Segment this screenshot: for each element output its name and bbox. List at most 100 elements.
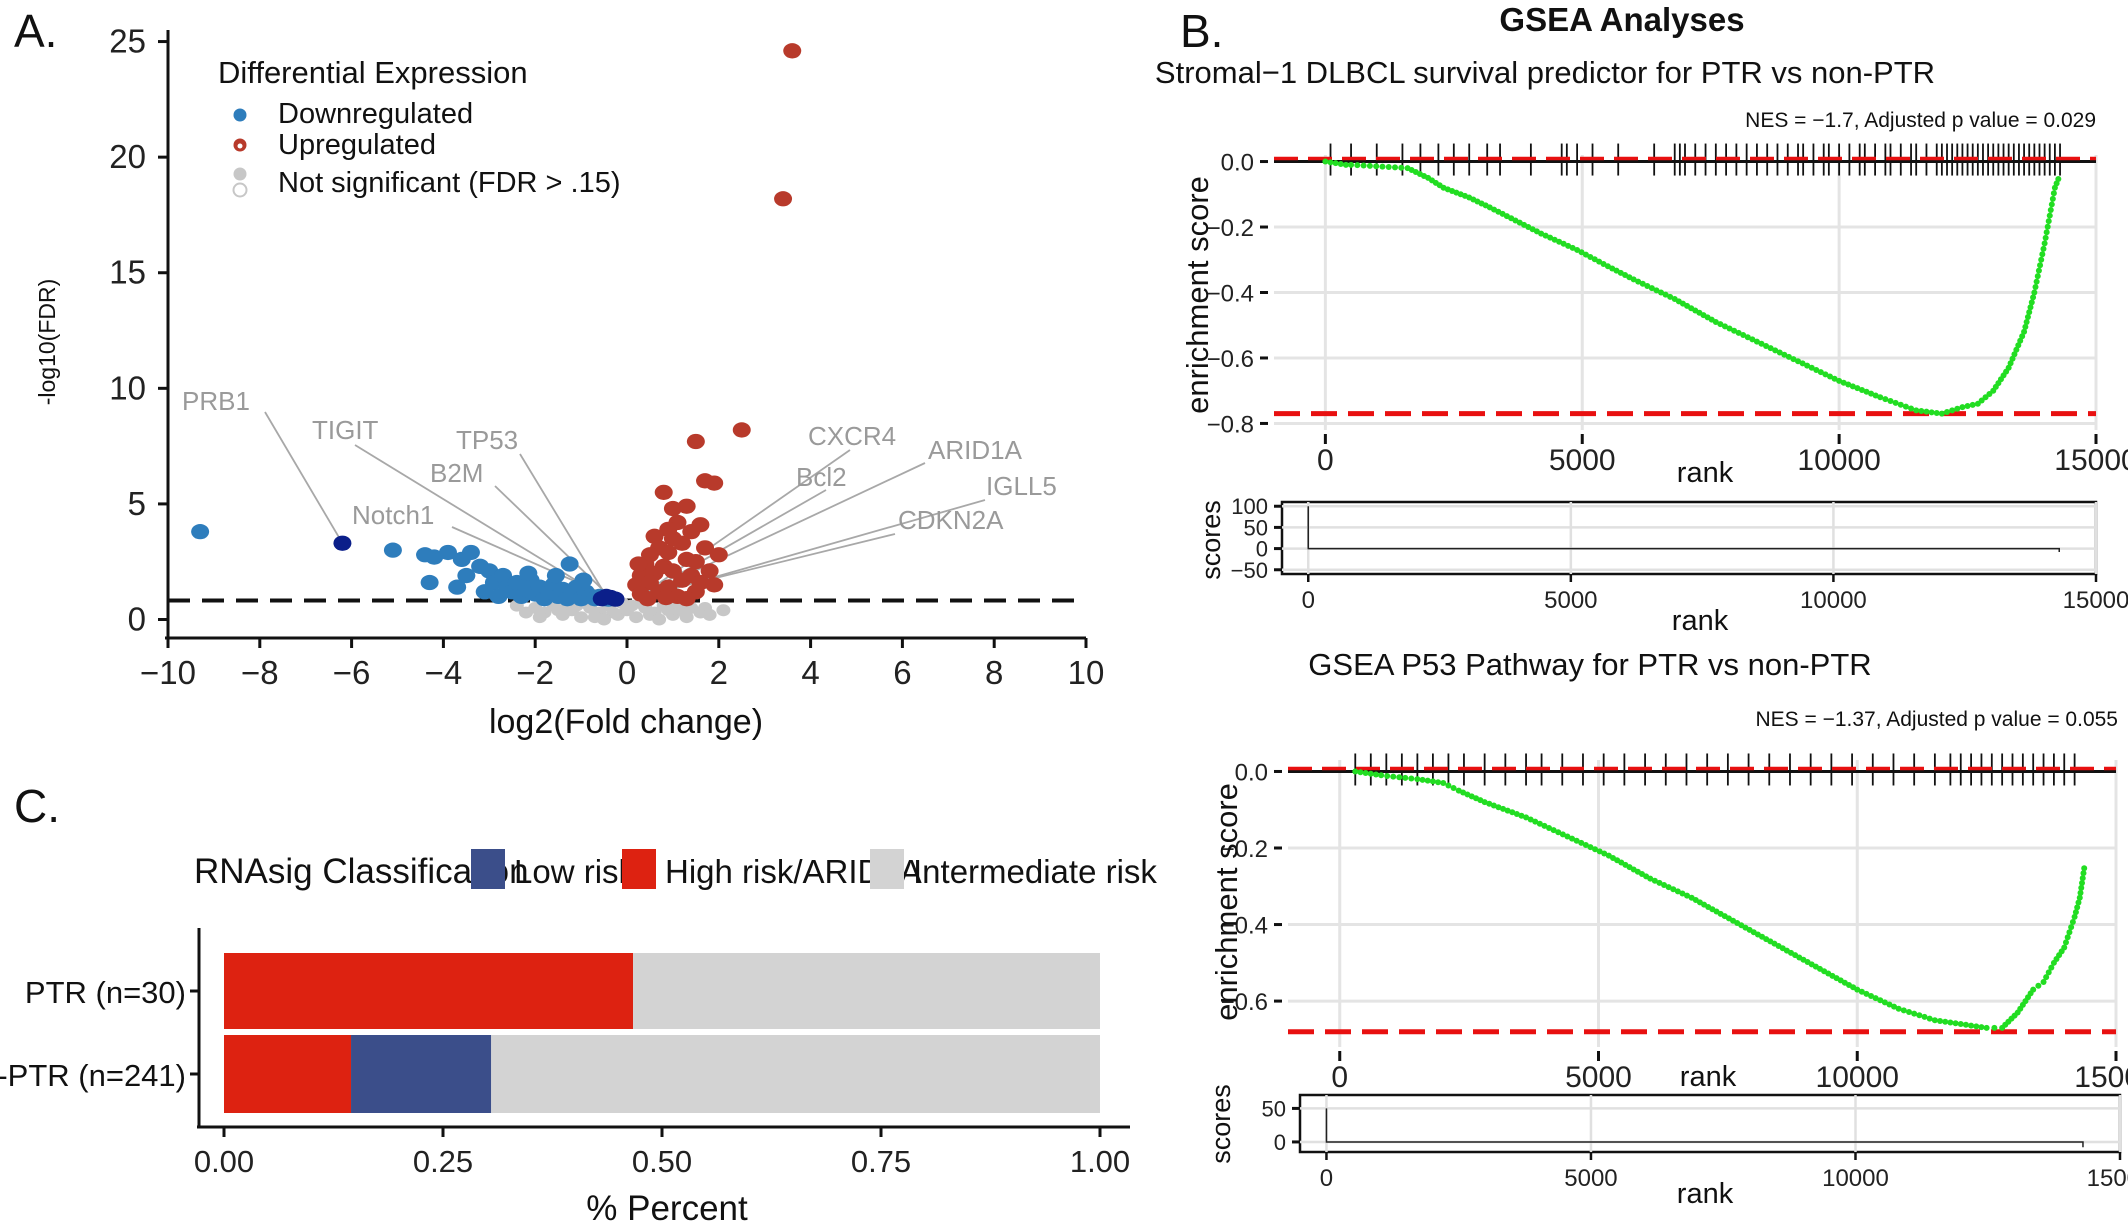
gsea1-es-point xyxy=(1938,410,1945,417)
gsea1-es-point xyxy=(2050,190,2057,197)
gsea1-x-tick-label: 10000 xyxy=(1797,444,1880,477)
volcano-point xyxy=(783,43,802,59)
gsea2-es-point xyxy=(1578,839,1585,846)
gsea1-es-point xyxy=(1795,358,1802,365)
volcano-point xyxy=(629,556,648,572)
gsea1-es-point xyxy=(1635,278,1642,285)
volcano-x-tick-label: 4 xyxy=(801,654,819,691)
gsea1-es-point xyxy=(1849,383,1856,390)
gsea2-es-point xyxy=(2071,913,2078,920)
rnasig-x-tick-label: 1.00 xyxy=(1070,1144,1130,1179)
gsea1-y-label: enrichment score xyxy=(1180,176,1215,414)
volcano-point xyxy=(774,191,793,207)
gene-label: PRB1 xyxy=(182,386,250,416)
gsea2-es-point xyxy=(1396,774,1403,781)
volcano-point xyxy=(645,528,664,544)
volcano-point xyxy=(494,567,513,584)
gsea1-scores-y-tick-label: −50 xyxy=(1231,558,1268,583)
legend-not-significant: Not significant (FDR > .15) xyxy=(278,167,620,199)
volcano-point xyxy=(191,524,210,540)
gsea1-es-point xyxy=(1817,369,1824,376)
gsea2-es-point xyxy=(2069,918,2076,925)
gsea2-es-point xyxy=(1877,997,1884,1004)
volcano-plot: −10 −8 −6 −4 −2 0 2 4 6 8 10 0 5 10 15 20 25 PRB1 TIGIT TP… xyxy=(34,23,1104,741)
gsea2-es-point xyxy=(1445,782,1452,789)
gsea1-es-point xyxy=(2044,223,2051,230)
gsea1-es-point xyxy=(2019,333,2026,340)
volcano-legend-title: Differential Expression xyxy=(218,55,528,90)
gsea2-es-point xyxy=(1947,1019,1954,1026)
volcano-point xyxy=(475,584,494,600)
gsea1-es-point xyxy=(2055,176,2062,183)
volcano-point xyxy=(532,611,547,624)
gsea2-es-point xyxy=(1378,772,1385,779)
gsea1-es-point xyxy=(2024,314,2031,321)
gsea2-es-point xyxy=(1500,805,1507,812)
gsea1-es-point xyxy=(1923,408,1930,415)
gsea2-es-point xyxy=(1357,769,1364,776)
gsea2-es-point xyxy=(1651,877,1658,884)
gsea2-es-point xyxy=(1900,1007,1907,1014)
gsea2-es-point xyxy=(1679,890,1686,897)
gsea1-es-point xyxy=(1547,234,1554,241)
gsea2-x-label: rank xyxy=(1680,1061,1737,1093)
gsea2-es-point xyxy=(1523,814,1530,821)
volcano-x-tick-label: 10 xyxy=(1068,654,1105,691)
gsea1-es-point xyxy=(1721,323,1728,330)
gsea2-es-point xyxy=(1490,802,1497,809)
gsea1-title: Stromal−1 DLBCL survival predictor for P… xyxy=(1155,55,1935,90)
rnasig-bars xyxy=(224,953,1100,1113)
gsea1-es-point xyxy=(1872,392,1879,399)
gsea1-es-point xyxy=(1354,162,1361,169)
gsea2-es-point xyxy=(1647,875,1654,882)
gsea2-es-point xyxy=(1402,774,1409,781)
gsea1-es-point xyxy=(2033,278,2040,285)
volcano-point xyxy=(383,542,402,558)
gsea1-es-point xyxy=(1763,342,1770,349)
gsea1-es-point xyxy=(1717,321,1724,328)
gsea2-es-point xyxy=(1881,999,1888,1006)
gsea1-y-tick-label: −0.4 xyxy=(1207,281,1254,308)
volcano-point xyxy=(732,422,751,438)
gsea1-es-point xyxy=(1882,396,1889,403)
gsea1-es-point xyxy=(1560,240,1567,247)
gsea2-es-point xyxy=(1991,1024,1998,1031)
volcano-point xyxy=(551,604,566,617)
gene-label: CDKN2A xyxy=(898,505,1004,535)
gsea1-es-point xyxy=(1582,251,1589,258)
gsea2-es-point xyxy=(1670,886,1677,893)
gsea1-y-tick-label: −0.8 xyxy=(1207,411,1254,438)
gsea1-es-point xyxy=(1913,407,1920,414)
gsea1-es-point xyxy=(1630,276,1637,283)
gsea2-scores-x-tick-label: 15000 xyxy=(2087,1165,2128,1192)
gsea2-es-point xyxy=(1495,804,1502,811)
gsea1-es-point xyxy=(2048,201,2055,208)
volcano-x-tick-label: −10 xyxy=(140,654,196,691)
upregulated-points xyxy=(627,43,802,607)
gsea1-es-point xyxy=(1392,164,1399,171)
gsea2-es-point xyxy=(1546,825,1553,832)
gsea2-es-point xyxy=(1390,773,1397,780)
volcano-point xyxy=(480,563,499,579)
volcano-point xyxy=(519,606,534,619)
gsea2-es-point xyxy=(1504,807,1511,814)
gsea2-es-point xyxy=(1362,770,1369,777)
gsea1-x-label: rank xyxy=(1677,457,1734,489)
gsea2-scores-frame xyxy=(1298,1093,2122,1154)
volcano-point xyxy=(657,589,676,606)
gsea1-es-point xyxy=(2027,304,2034,311)
gsea2-running-score xyxy=(1352,768,2088,1031)
legend-low-risk: Low risk xyxy=(514,853,636,890)
volcano-point xyxy=(679,611,694,624)
gsea1-es-point xyxy=(1877,394,1884,401)
gsea1-es-point xyxy=(1332,160,1339,167)
volcano-point xyxy=(659,544,678,561)
gsea1-es-point xyxy=(1944,408,1951,415)
gsea2-es-point xyxy=(1440,779,1447,786)
rnasig-x-tick-label: 0.00 xyxy=(194,1144,254,1179)
gene-label: ARID1A xyxy=(928,435,1023,465)
gsea2-es-point xyxy=(1921,1013,1928,1020)
volcano-x-tick-label: −4 xyxy=(425,654,463,691)
gsea1-es-point xyxy=(1959,404,1966,411)
